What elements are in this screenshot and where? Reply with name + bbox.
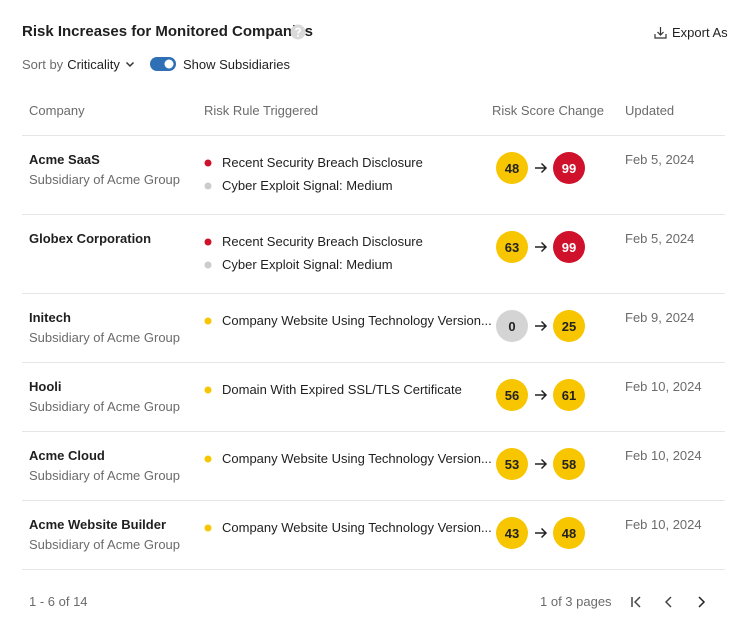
score-to: 61 (553, 379, 585, 411)
prev-page-button[interactable] (661, 594, 677, 610)
score-to: 58 (553, 448, 585, 480)
score-from: 53 (496, 448, 528, 480)
score-to: 99 (553, 231, 585, 263)
rule-dot (204, 238, 212, 246)
updated-date: Feb 10, 2024 (625, 379, 702, 394)
updated-date: Feb 10, 2024 (625, 448, 702, 463)
pages-label: 1 of 3 pages (540, 594, 612, 609)
arrow-icon (535, 320, 548, 332)
title: Risk Increases for Monitored Companies (22, 23, 313, 40)
row-divider (22, 500, 725, 501)
column-header: Updated (625, 103, 675, 118)
subsidiary-label: Subsidiary of Acme Group (29, 537, 181, 552)
rule-text: Recent Security Breach Disclosure (222, 155, 423, 170)
score-to: 48 (553, 517, 585, 549)
sort-dropdown[interactable]: Sort by Criticality (22, 54, 136, 74)
column-header: Risk Rule Triggered (204, 103, 319, 118)
arrow-icon (535, 527, 548, 539)
arrow-icon (535, 241, 548, 253)
company-name: Globex Corporation (29, 231, 152, 246)
subsidiary-label: Subsidiary of Acme Group (29, 468, 181, 483)
range-label: 1 - 6 of 14 (29, 594, 88, 609)
company-name: Initech (29, 310, 71, 325)
company-name: Hooli (29, 379, 62, 394)
column-header: Risk Score Change (492, 103, 604, 118)
row-divider (22, 293, 725, 294)
arrow-icon (535, 389, 548, 401)
toggle-switch (150, 57, 176, 71)
score-from: 43 (496, 517, 528, 549)
rule-text: Company Website Using Technology Version… (222, 451, 492, 466)
column-header: Company (29, 103, 85, 118)
score-from: 63 (496, 231, 528, 263)
download-icon (654, 26, 667, 39)
toggle-label: Show Subsidiaries (183, 56, 290, 72)
row-divider (22, 135, 725, 136)
rule-dot (204, 455, 212, 463)
score-to: 25 (553, 310, 585, 342)
rule-text: Recent Security Breach Disclosure (222, 234, 423, 249)
updated-date: Feb 5, 2024 (625, 152, 695, 167)
row-divider (22, 569, 725, 570)
row-divider (22, 214, 725, 215)
rule-dot (204, 524, 212, 532)
export-label: Export As (672, 24, 728, 40)
company-name: Acme SaaS (29, 152, 100, 167)
updated-date: Feb 10, 2024 (625, 517, 702, 532)
first-page-button[interactable] (628, 594, 644, 610)
subsidiary-label: Subsidiary of Acme Group (29, 172, 181, 187)
rule-dot (204, 159, 212, 167)
row-divider (22, 362, 725, 363)
rule-text: Domain With Expired SSL/TLS Certificate (222, 382, 462, 397)
chevron-down (125, 61, 134, 68)
rule-dot (204, 317, 212, 325)
score-to: 99 (553, 152, 585, 184)
sort-prefix: Sort by (22, 56, 64, 72)
rule-text: Cyber Exploit Signal: Medium (222, 257, 393, 272)
arrow-icon (535, 458, 548, 470)
rule-text: Cyber Exploit Signal: Medium (222, 178, 393, 193)
sort-value: Criticality (67, 56, 120, 72)
subsidiary-label: Subsidiary of Acme Group (29, 399, 181, 414)
subsidiary-label: Subsidiary of Acme Group (29, 330, 181, 345)
score-from: 48 (496, 152, 528, 184)
company-name: Acme Cloud (29, 448, 105, 463)
rule-dot (204, 386, 212, 394)
export-button[interactable]: Export As (654, 22, 728, 42)
rule-dot (204, 182, 212, 190)
updated-date: Feb 9, 2024 (625, 310, 695, 325)
next-page-button[interactable] (693, 594, 709, 610)
arrow-icon (535, 162, 548, 174)
rule-text: Company Website Using Technology Version… (222, 520, 492, 535)
score-from: 0 (496, 310, 528, 342)
updated-date: Feb 5, 2024 (625, 231, 695, 246)
subsidiaries-toggle[interactable]: Show Subsidiaries (150, 54, 290, 74)
company-name: Acme Website Builder (29, 517, 167, 532)
row-divider (22, 431, 725, 432)
score-from: 56 (496, 379, 528, 411)
rule-text: Company Website Using Technology Version… (222, 313, 492, 328)
rule-dot (204, 261, 212, 269)
help-icon[interactable] (290, 24, 306, 40)
